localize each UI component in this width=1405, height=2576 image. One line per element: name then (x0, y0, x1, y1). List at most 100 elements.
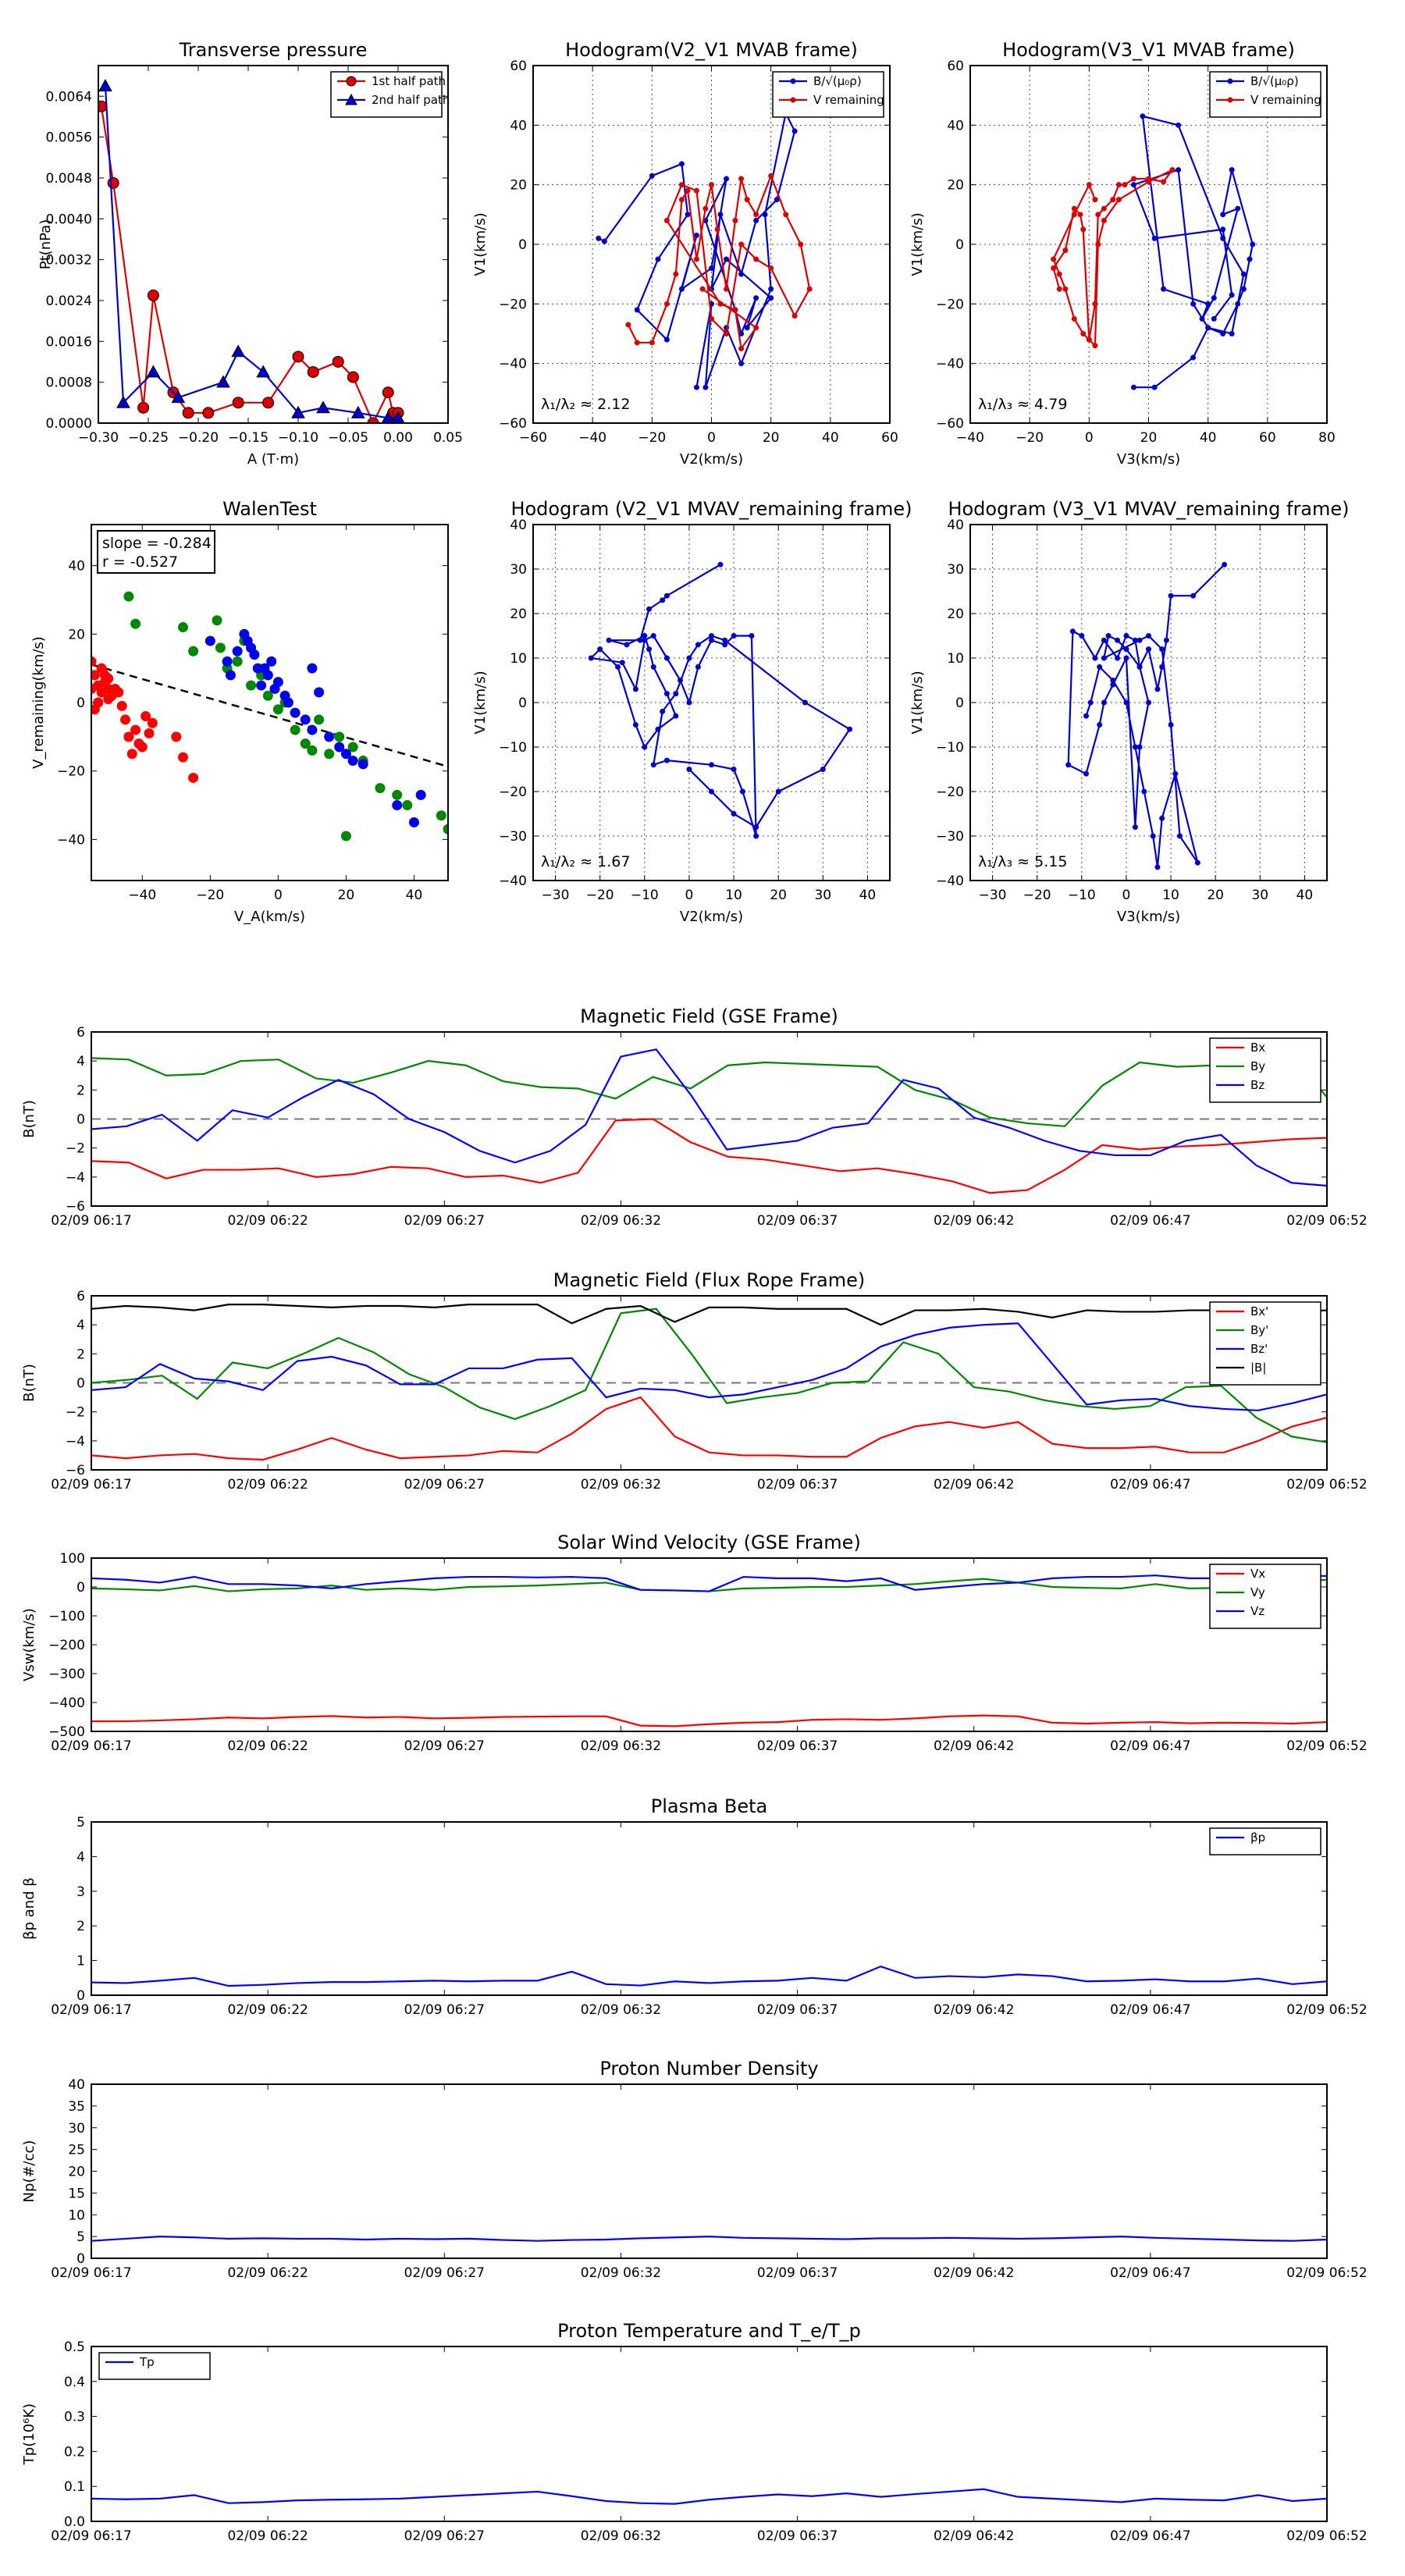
series-1-point (178, 752, 189, 763)
series-1-point (93, 697, 104, 708)
series-b--point (709, 265, 714, 272)
y-tick-label: 0.3 (64, 2410, 85, 2425)
series-1-point (619, 660, 625, 666)
x-tick-label: 02/09 06:27 (404, 1213, 485, 1229)
y-tick-label: 30 (510, 562, 527, 578)
series-v-remaining-point (1056, 271, 1062, 277)
series-1-point (1146, 646, 1151, 653)
chart-panel-12: Proton Temperature and T_e/T_p 02/09 06:1… (21, 2320, 1368, 2544)
x-tick-label: −40 (128, 888, 156, 903)
series-b--point (762, 212, 768, 218)
series-1-point (1097, 722, 1103, 728)
series-2nd-half-path-point (216, 375, 230, 388)
y-tick-label: −200 (48, 1638, 85, 1653)
x-tick-label: 02/09 06:52 (1286, 1738, 1367, 1754)
x-axis-label: A (T·m) (247, 451, 299, 468)
series-b--point (753, 217, 759, 223)
y-tick-label: 0.4 (64, 2375, 85, 2390)
series-v-remaining-point (1071, 205, 1077, 212)
x-tick-label: 10 (725, 888, 742, 903)
legend-label: 2nd half path (372, 93, 450, 107)
fit-stats-line: r = -0.527 (102, 553, 178, 571)
series-v-remaining-point (768, 173, 774, 179)
series-1-point (624, 642, 630, 648)
legend-label: B/√(μ₀ρ) (813, 74, 862, 88)
series-v-remaining-line (1052, 169, 1173, 348)
plot-frame (532, 524, 891, 881)
series-2-point (375, 783, 386, 794)
y-axis-label: Vsw(km/s) (21, 1608, 37, 1681)
series-b--point (1250, 241, 1256, 247)
series-3-point (232, 646, 243, 656)
series-bz--line (91, 1322, 1327, 1411)
x-tick-label: 02/09 06:52 (1286, 1477, 1367, 1493)
lambda-ratio-annotation: λ₁/λ₂ ≈ 2.12 (541, 396, 630, 413)
legend-label: βp (1250, 1831, 1265, 1845)
series-1-point (188, 772, 199, 783)
series-v-remaining-point (693, 256, 699, 262)
series-3-point (290, 707, 301, 718)
x-tick-label: 80 (1318, 430, 1336, 446)
series-2-point (215, 642, 226, 653)
legend-label: Vy (1250, 1585, 1265, 1599)
series-v-remaining-point (717, 301, 724, 307)
series-1-point (1136, 637, 1143, 643)
series-2nd-half-path-point (231, 344, 246, 358)
series-2-point (392, 789, 403, 800)
plot-area (91, 2236, 1327, 2242)
series-v-remaining-point (1095, 212, 1101, 218)
x-axis-label: V_A(km/s) (234, 909, 305, 925)
series-v-remaining-point (798, 241, 804, 247)
series-1-point (660, 597, 666, 603)
series-1-point (663, 691, 670, 697)
x-tick-label: −20 (1023, 888, 1051, 903)
series-1-point (695, 664, 701, 670)
series-v-remaining-point (1092, 301, 1098, 307)
chart-title: WalenTest (222, 498, 317, 520)
series-v-remaining-point (1115, 197, 1122, 203)
series-b--point (1240, 271, 1247, 277)
x-tick-label: 02/09 06:22 (227, 2528, 308, 2544)
y-tick-label: −40 (499, 357, 527, 372)
series-1-point (731, 811, 737, 817)
series-b--point (774, 197, 780, 203)
series-v-remaining-point (724, 331, 730, 336)
chart-title: Solar Wind Velocity (GSE Frame) (557, 1532, 861, 1553)
series-1-point (96, 663, 107, 674)
x-tick-label: −0.10 (278, 430, 318, 446)
series-v-remaining-point (702, 205, 709, 212)
y-tick-label: −60 (499, 416, 527, 432)
x-tick-label: 40 (822, 430, 839, 446)
chart-panel-7: Magnetic Field (GSE Frame) 02/09 06:17 02/… (21, 1005, 1368, 1229)
series-1-point (709, 633, 714, 639)
legend-label: By (1250, 1059, 1265, 1073)
chart-panel-4: WalenTest −40 −20 0 20 40 −40 −20 0 20 40 V_A(km/s)… (30, 498, 449, 925)
y-tick-label: 40 (68, 559, 85, 575)
x-axis-label: V2(km/s) (680, 451, 743, 468)
series-3-point (205, 635, 215, 646)
x-tick-label: −10 (1068, 888, 1096, 903)
series-1st-half-path-point (307, 366, 319, 379)
x-tick-label: 02/09 06:37 (757, 2265, 838, 2281)
y-tick-label: 0.0000 (46, 416, 92, 432)
y-tick-label: 100 (60, 1551, 85, 1567)
series-2-point (272, 704, 283, 715)
series-1-point (646, 606, 653, 612)
y-tick-label: 20 (510, 607, 527, 622)
x-tick-label: −0.15 (228, 430, 269, 446)
y-axis-label: Pt(nPa) (37, 219, 54, 269)
series-1-point (642, 637, 648, 643)
legend-label: Vx (1250, 1567, 1265, 1581)
series-3-point (242, 635, 253, 646)
y-tick-label: −2 (66, 1405, 85, 1421)
plot-area (91, 1048, 1327, 1194)
series-1-point (113, 687, 124, 698)
series-1-point (1150, 833, 1156, 839)
series-1-point (1176, 833, 1183, 839)
legend: B/√(μ₀ρ) V remaining (772, 71, 884, 118)
y-tick-label: 6 (76, 1025, 85, 1041)
plot-area (98, 79, 405, 423)
plot-area (91, 1965, 1327, 1987)
x-tick-label: −0.30 (78, 430, 119, 446)
series-1-point (739, 788, 745, 795)
